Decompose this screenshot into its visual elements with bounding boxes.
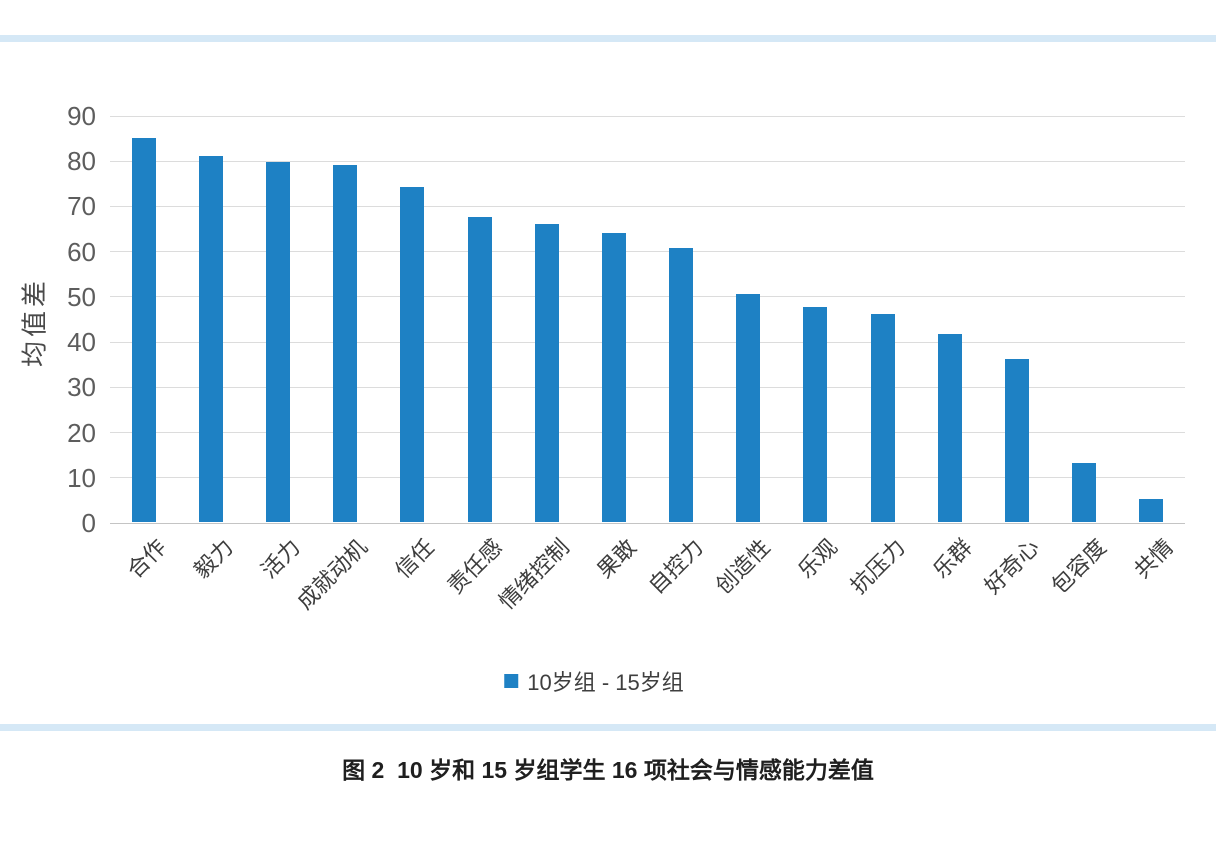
- y-tick-label: 60: [67, 236, 96, 267]
- y-tick-label: 30: [67, 372, 96, 403]
- gridline: [110, 251, 1185, 253]
- gridline: [110, 477, 1185, 479]
- bar-信任: [400, 187, 425, 522]
- bar-乐观: [803, 307, 828, 522]
- gridline: [110, 296, 1185, 298]
- y-tick-label: 10: [67, 462, 96, 493]
- bar-chart-plot-area: 0 10 20 30 40 50 60 70 80 90 合作 毅力 活力 成就动机 信任 责任感 情绪控制 果敢…: [67, 103, 1185, 614]
- y-tick-label: 70: [67, 191, 96, 222]
- gridline: [110, 432, 1185, 434]
- gridline: [110, 205, 1185, 207]
- x-tick-label: 活力: [256, 534, 305, 584]
- figure-caption: 图 2 10 岁和 15 岁组学生 16 项社会与情感能力差值: [342, 757, 874, 783]
- bar-创造性: [736, 293, 761, 522]
- bar-毅力: [198, 155, 223, 522]
- x-tick-label: 毅力: [188, 534, 238, 584]
- x-tick-label: 情绪控制: [493, 534, 574, 615]
- x-tick-label: 自控力: [643, 534, 709, 599]
- chart-legend: 10岁组 - 15岁组: [504, 665, 684, 697]
- x-tick-label: 合作: [121, 534, 171, 584]
- bar-责任感: [467, 216, 492, 522]
- top-accent-strip: [0, 35, 1216, 42]
- x-tick-label: 好奇心: [979, 534, 1045, 599]
- x-tick-label: 共情: [1129, 534, 1179, 584]
- y-tick-label: 50: [67, 281, 96, 312]
- y-tick-label: 80: [67, 146, 96, 177]
- x-tick-label: 包容度: [1046, 534, 1112, 599]
- bar-好奇心: [1005, 359, 1030, 522]
- bar-共情: [1139, 499, 1164, 522]
- x-tick-label: 果敢: [592, 534, 641, 584]
- bar-自控力: [669, 248, 694, 522]
- bar-抗压力: [870, 313, 895, 522]
- bar-活力: [265, 162, 290, 522]
- bar-合作: [131, 137, 156, 522]
- x-tick-label: 创造性: [710, 534, 776, 599]
- y-tick-label: 20: [67, 417, 96, 448]
- bar-包容度: [1072, 463, 1097, 522]
- bar-果敢: [601, 232, 626, 522]
- x-axis-line: [110, 522, 1185, 524]
- gridline: [110, 160, 1185, 162]
- bar-成就动机: [333, 164, 358, 522]
- bar-乐群: [937, 334, 962, 522]
- x-tick-label: 信任: [390, 534, 440, 584]
- bottom-accent-strip: [0, 724, 1216, 731]
- gridline: [110, 115, 1185, 117]
- y-tick-label: 0: [81, 508, 96, 538]
- y-tick-label: 90: [67, 101, 96, 131]
- gridline: [110, 341, 1185, 343]
- x-tick-label: 成就动机: [292, 534, 373, 615]
- legend-series-label: 10岁组 - 15岁组: [527, 670, 684, 695]
- y-tick-label: 40: [67, 327, 96, 358]
- x-tick-label: 乐群: [928, 534, 977, 584]
- x-tick-label: 责任感: [442, 534, 507, 599]
- legend-swatch-icon: [504, 674, 519, 688]
- bar-情绪控制: [534, 223, 559, 522]
- x-tick-label: 乐观: [793, 534, 843, 584]
- gridline: [110, 386, 1185, 388]
- x-tick-label: 抗压力: [845, 534, 910, 599]
